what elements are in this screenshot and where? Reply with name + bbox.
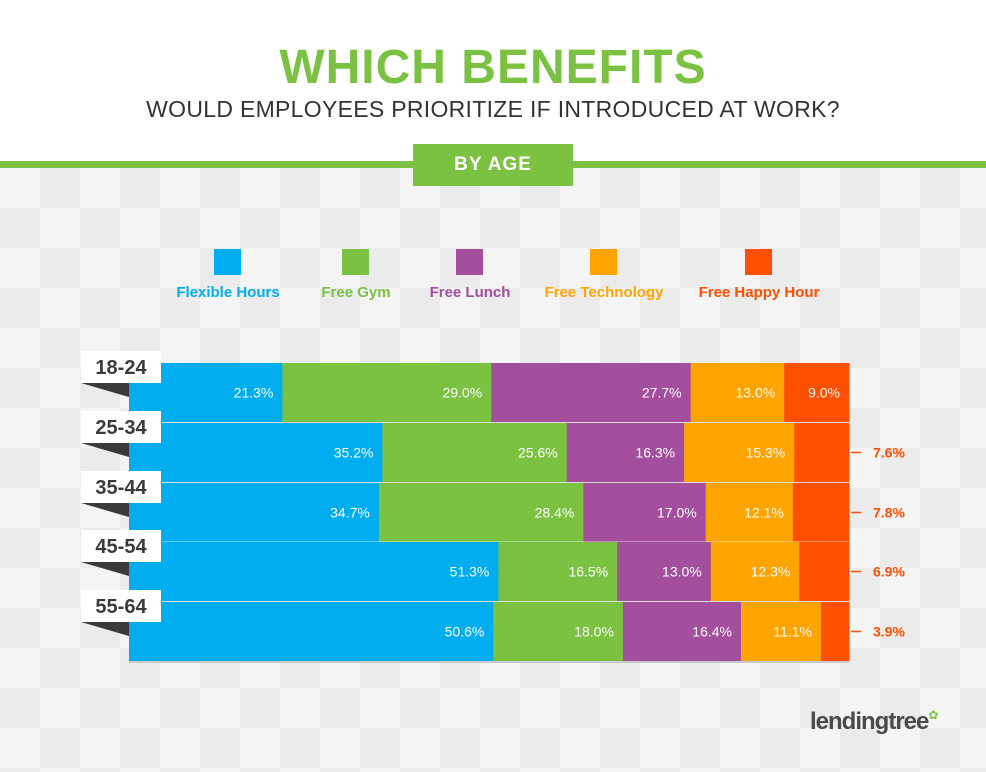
category-tab-fold (81, 622, 129, 636)
legend-swatch (214, 249, 241, 275)
legend-label: Flexible Hours (176, 284, 280, 301)
legend-swatch (456, 249, 483, 275)
bar-shadow (129, 661, 849, 663)
row-divider (129, 541, 849, 542)
bar-segment (129, 483, 380, 542)
bar-segment (566, 423, 685, 482)
data-label-outside: 7.8% (873, 505, 905, 521)
category-label: 25-34 (95, 417, 147, 439)
data-label: 11.1% (773, 624, 812, 640)
data-label: 28.4% (535, 505, 575, 521)
row-divider (129, 601, 849, 602)
bar-segment (493, 602, 624, 661)
legend-label: Free Happy Hour (698, 284, 820, 301)
bar-segment (741, 602, 822, 661)
category-label: 55-64 (95, 596, 147, 618)
category-label: 45-54 (95, 536, 147, 558)
data-label: 51.3% (450, 564, 490, 580)
bar-segment (684, 423, 795, 482)
category-label: 18-24 (95, 357, 147, 379)
chart-subtitle: WOULD EMPLOYEES PRIORITIZE IF INTRODUCED… (146, 96, 840, 122)
legend-label: Free Lunch (429, 284, 511, 301)
bar-segment (491, 363, 692, 422)
bar-segment (794, 423, 850, 482)
bar-segment (129, 542, 499, 601)
leaf-icon: ✿ (928, 708, 938, 722)
chart-title: WHICH BENEFITS (279, 41, 707, 94)
category-tab (81, 590, 161, 622)
data-label: 34.7% (330, 505, 370, 521)
data-label: 29.0% (442, 385, 482, 401)
bar-segment (282, 363, 492, 422)
category-tab (81, 471, 161, 503)
bar-segment (378, 483, 584, 542)
row-divider (129, 482, 849, 483)
category-tab-fold (81, 562, 129, 576)
logo-text: lendingtree (810, 708, 929, 735)
category-tab (81, 530, 161, 562)
data-label: 25.6% (518, 445, 558, 461)
data-label: 50.6% (445, 624, 485, 640)
data-label-outside: 6.9% (873, 564, 905, 580)
data-label: 9.0% (808, 385, 840, 401)
data-label: 21.3% (234, 385, 274, 401)
data-label-outside: 7.6% (873, 445, 905, 461)
category-tab-fold (81, 383, 129, 397)
legend-swatch (590, 249, 617, 275)
category-tab-fold (81, 503, 129, 517)
category-tab (81, 411, 161, 443)
legend-label: Free Gym (321, 284, 391, 301)
bar-segment (498, 542, 618, 601)
legend-swatch (342, 249, 369, 275)
row-divider (129, 422, 849, 423)
legend-swatch (745, 249, 772, 275)
data-label: 12.1% (744, 505, 784, 521)
data-label: 13.0% (735, 385, 775, 401)
bar-segment (710, 542, 800, 601)
bar-segment (622, 602, 742, 661)
data-label: 18.0% (574, 624, 614, 640)
data-label: 15.3% (746, 445, 786, 461)
bar-segment (705, 483, 794, 542)
bar-segment (583, 483, 707, 542)
by-age-badge: BY AGE (413, 144, 573, 186)
category-tab-fold (81, 443, 129, 457)
data-label: 16.3% (635, 445, 675, 461)
bar-segment (820, 602, 850, 661)
data-label: 16.4% (692, 624, 732, 640)
bar-segment (129, 423, 383, 482)
legend-label: Free Technology (544, 284, 664, 301)
data-label: 27.7% (642, 385, 682, 401)
bar-segment (129, 602, 494, 661)
bar-segment (799, 542, 850, 601)
data-label: 12.3% (751, 564, 791, 580)
bar-segment (784, 363, 850, 422)
bar-segment (617, 542, 712, 601)
header: WHICH BENEFITS WOULD EMPLOYEES PRIORITIZ… (0, 0, 986, 163)
category-label: 35-44 (95, 477, 147, 499)
data-label-outside: 3.9% (873, 624, 905, 640)
data-label: 17.0% (657, 505, 697, 521)
category-tab (81, 351, 161, 383)
bar-segment (382, 423, 568, 482)
data-label: 16.5% (568, 564, 608, 580)
bar-segment (690, 363, 785, 422)
lendingtree-logo: lendingtree✿ (810, 708, 938, 736)
bar-segment (792, 483, 850, 542)
data-label: 13.0% (662, 564, 702, 580)
data-label: 35.2% (334, 445, 374, 461)
